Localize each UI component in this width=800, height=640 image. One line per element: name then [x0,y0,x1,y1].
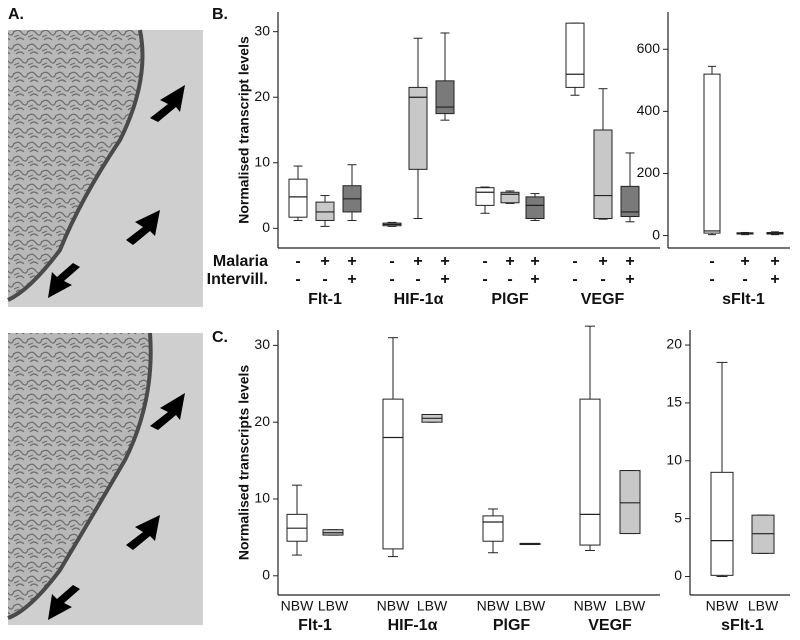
box [593,129,613,219]
y-tick-label: 200 [637,164,661,180]
y-tick-label: 20 [254,413,270,429]
y-tick-label: 0 [652,226,660,242]
box [525,196,545,220]
group-label: sFlt-1 [722,291,765,308]
condition-label: Malaria [213,253,268,270]
category-label: LBW [615,598,646,614]
condition-sign: + [530,253,539,270]
condition-sign: - [572,253,577,270]
group-label: VEGF [581,291,625,308]
y-tick-label: 15 [666,394,682,410]
box [315,201,335,221]
group-label: HIF-1α [394,291,444,308]
category-label: LBW [515,598,546,614]
condition-sign: - [600,271,605,288]
micrograph [7,332,203,625]
condition-sign: + [740,253,749,270]
box [482,515,504,542]
group-label: VEGF [588,617,632,634]
condition-sign: - [742,271,747,288]
condition-sign: + [413,253,422,270]
y-axis-label: Normalised transcripts levels [236,365,252,561]
category-label: NBW [706,598,739,614]
category-label: NBW [281,598,314,614]
y-tick-label: 20 [254,88,270,104]
condition-sign: + [320,253,329,270]
condition-sign: + [598,253,607,270]
box [619,470,641,535]
box [620,185,640,218]
group-label: sFlt-1 [721,617,764,634]
group-label: PlGF [491,291,529,308]
condition-sign: - [322,271,327,288]
condition-sign: - [415,271,420,288]
box [500,191,520,204]
box [408,86,428,170]
condition-sign: + [770,271,779,288]
condition-sign: + [625,253,634,270]
condition-sign: + [347,253,356,270]
category-label: LBW [417,598,448,614]
y-tick-label: 5 [674,509,682,525]
condition-sign: + [505,253,514,270]
condition-sign: - [572,271,577,288]
group-label: Flt-1 [308,291,342,308]
box [382,398,404,550]
condition-sign: + [440,253,449,270]
y-tick-label: 10 [666,451,682,467]
box [475,187,495,206]
condition-sign: - [295,271,300,288]
condition-label: Intervill. [207,271,268,288]
category-label: NBW [477,598,510,614]
condition-sign: - [482,271,487,288]
box [710,471,734,576]
condition-sign: + [440,271,449,288]
category-label: NBW [574,598,607,614]
condition-sign: - [482,253,487,270]
condition-sign: + [347,271,356,288]
box [703,73,721,234]
y-tick-label: 400 [637,102,661,118]
panel-label: C. [212,329,228,346]
condition-sign: + [770,253,779,270]
category-label: NBW [377,598,410,614]
condition-sign: - [709,253,714,270]
condition-sign: - [507,271,512,288]
y-tick-label: 0 [262,567,270,583]
y-tick-label: 0 [674,567,682,583]
condition-sign: + [530,271,539,288]
condition-sign: + [625,271,634,288]
category-label: LBW [318,598,349,614]
y-axis-label: Normalised transcript levels [236,36,252,224]
box [565,22,585,88]
y-tick-label: 20 [666,336,682,352]
y-tick-label: 10 [254,490,270,506]
panel-label: A. [8,6,24,23]
condition-sign: - [709,271,714,288]
category-label: LBW [748,598,779,614]
condition-sign: - [295,253,300,270]
y-tick-label: 30 [254,336,270,352]
y-tick-label: 10 [254,153,270,169]
group-label: PlGF [493,617,531,634]
condition-sign: - [389,271,394,288]
group-label: Flt-1 [298,617,332,634]
box [579,398,601,546]
y-tick-label: 600 [637,40,661,56]
condition-sign: - [389,253,394,270]
panel-label: B. [212,6,228,23]
y-tick-label: 30 [254,22,270,38]
box [288,178,308,218]
group-label: HIF-1α [388,617,438,634]
micrograph [7,29,203,307]
box [435,80,455,115]
y-tick-label: 0 [262,219,270,235]
